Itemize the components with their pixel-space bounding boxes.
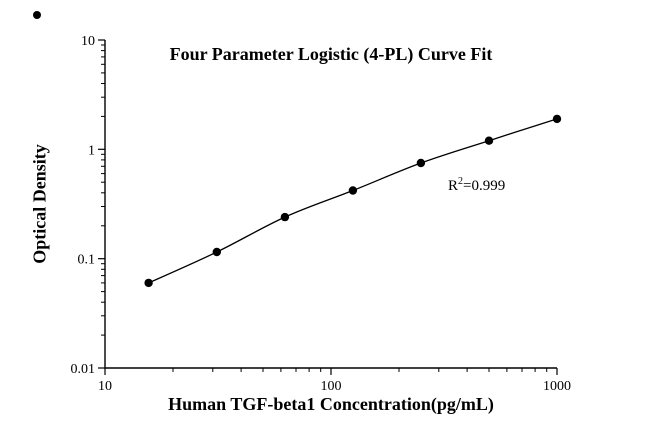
y-tick-label: 0.01 bbox=[71, 362, 96, 377]
x-axis-label: Human TGF-beta1 Concentration(pg/mL) bbox=[168, 394, 494, 414]
fit-curve bbox=[148, 118, 558, 284]
r-squared-sup: 2 bbox=[458, 176, 464, 187]
r-squared-base: R bbox=[448, 178, 459, 194]
x-tick-label: 100 bbox=[321, 379, 342, 394]
x-tick-label: 10 bbox=[98, 379, 112, 394]
data-point bbox=[212, 247, 221, 257]
y-axis-label: Optical Density bbox=[29, 144, 50, 264]
chart-title: Four Parameter Logistic (4-PL) Curve Fit bbox=[169, 44, 493, 64]
data-point bbox=[144, 278, 153, 288]
x-tick-label: 1000 bbox=[543, 379, 571, 394]
y-tick-label: 0.1 bbox=[78, 253, 96, 268]
data-point bbox=[552, 114, 562, 124]
data-point bbox=[280, 212, 290, 222]
stray-dot bbox=[33, 11, 41, 19]
r-squared-rest: =0.999 bbox=[463, 178, 506, 194]
data-point bbox=[348, 186, 358, 195]
y-tick-label: 10 bbox=[81, 34, 95, 49]
y-tick-label: 1 bbox=[88, 143, 95, 158]
r-squared-annotation: R2=0.999 bbox=[448, 176, 505, 195]
data-point bbox=[416, 158, 426, 168]
axes bbox=[104, 40, 557, 369]
data-point bbox=[484, 136, 494, 145]
